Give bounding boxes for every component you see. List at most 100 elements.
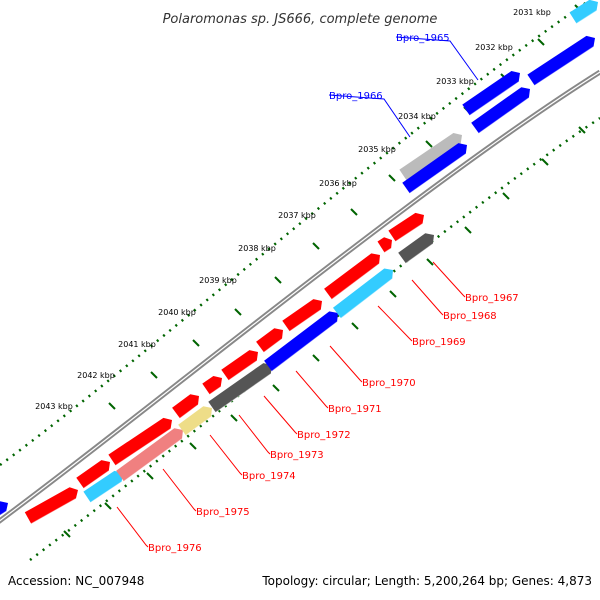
gene-feature — [333, 268, 393, 319]
leader-line — [328, 94, 411, 138]
gene-feature — [388, 212, 424, 242]
major-tick — [108, 402, 116, 410]
gene-feature — [0, 501, 8, 516]
gene-feature — [324, 253, 380, 300]
gene-label-bpro_1974: Bpro_1974 — [242, 471, 296, 482]
inner-major-tick — [63, 530, 71, 538]
gene-feature-highlight — [209, 386, 222, 395]
gene-feature-highlight — [185, 416, 212, 436]
gene-feature — [202, 376, 222, 395]
leader-line — [295, 370, 329, 409]
leader-line — [329, 345, 363, 383]
gene-feature-highlight — [331, 263, 380, 300]
inner-major-tick — [104, 502, 112, 510]
major-tick — [192, 339, 200, 347]
leader-line — [209, 434, 243, 476]
tick-label: 2043 kbp — [35, 402, 73, 411]
tick-label: 2042 kbp — [77, 371, 115, 380]
inner-major-tick — [541, 158, 549, 166]
gene-feature-highlight — [228, 360, 258, 381]
inner-major-tick — [464, 226, 472, 234]
gene-feature-highlight — [123, 438, 183, 482]
tick-label: 2037 kbp — [278, 211, 316, 220]
gene-feature-highlight — [263, 338, 283, 353]
gene-label-bpro_1968: Bpro_1968 — [443, 311, 497, 322]
tick-label: 2041 kbp — [118, 340, 156, 349]
tick-label: 2040 kbp — [158, 308, 196, 317]
major-tick — [234, 308, 242, 316]
gene-label-bpro_1975: Bpro_1975 — [196, 507, 250, 518]
inner-major-tick — [502, 192, 510, 200]
gene-feature — [108, 417, 172, 466]
leader-line — [432, 261, 466, 298]
gene-feature — [76, 460, 110, 489]
gene-feature-highlight — [271, 321, 338, 372]
accession-text: Accession: NC_007948 — [8, 574, 145, 588]
inner-major-tick — [312, 354, 320, 362]
gene-feature-highlight — [90, 481, 122, 503]
gene-feature-highlight — [215, 373, 272, 413]
inner-major-tick — [578, 126, 586, 134]
major-tick — [425, 140, 433, 148]
gene-feature — [178, 406, 212, 436]
gene-feature — [282, 299, 322, 332]
gene-label-bpro_1967: Bpro_1967 — [465, 293, 519, 304]
gene-feature — [24, 487, 78, 524]
tick-label: 2038 kbp — [238, 244, 276, 253]
leader-line — [116, 506, 149, 548]
tick-label: 2036 kbp — [319, 179, 357, 188]
leader-line — [238, 414, 271, 455]
gene-feature — [398, 233, 434, 264]
backbone-layer — [0, 69, 600, 524]
gene-feature — [471, 87, 530, 134]
gene-feature — [264, 311, 338, 372]
gene-feature — [83, 470, 123, 503]
gene-feature-highlight — [395, 223, 423, 242]
inner-major-tick — [426, 258, 434, 266]
leader-line — [377, 305, 413, 342]
gene-feature-highlight — [469, 81, 520, 116]
tick-label: 2039 kbp — [199, 276, 237, 285]
gene-feature — [377, 237, 392, 253]
inner-major-tick — [389, 290, 397, 298]
gene-feature — [116, 428, 183, 482]
leader-line — [411, 279, 444, 316]
gene-feature-highlight — [179, 404, 199, 419]
tick-label: 2031 kbp — [513, 8, 551, 17]
inner-major-tick — [230, 414, 238, 422]
gene-feature-highlight — [384, 247, 392, 253]
backbone-highlight — [0, 71, 600, 522]
gene-feature-highlight — [30, 498, 77, 525]
gene-label-bpro_1966: Bpro_1966 — [329, 91, 383, 102]
gene-feature — [208, 363, 272, 413]
major-tick — [350, 208, 358, 216]
major-tick — [388, 174, 396, 182]
gene-label-bpro_1972: Bpro_1972 — [297, 430, 351, 441]
gene-feature — [402, 143, 467, 194]
gene-feature-highlight — [405, 243, 434, 264]
tick-label: 2034 kbp — [398, 112, 436, 121]
feature-layer — [0, 0, 598, 525]
gene-feature-highlight — [340, 278, 393, 319]
gene-label-bpro_1969: Bpro_1969 — [412, 337, 466, 348]
gene-feature — [172, 394, 199, 419]
gene-label-bpro_1965: Bpro_1965 — [396, 33, 450, 44]
gene-feature-highlight — [409, 153, 467, 194]
tick-layer: 2031 kbp 2032 kbp 2033 kbp 2034 kbp 2035 kbp… — [0, 0, 600, 561]
gene-feature — [221, 350, 258, 381]
gene-feature — [462, 71, 520, 116]
gene-feature-highlight — [0, 510, 7, 516]
inner-major-tick — [272, 384, 280, 392]
gene-label-bpro_1973: Bpro_1973 — [270, 450, 324, 461]
major-tick — [312, 242, 320, 250]
leader-line — [395, 36, 479, 81]
genome-summary-text: Topology: circular; Length: 5,200,264 bp… — [262, 574, 592, 588]
map-title: Polaromonas sp. JS666, complete genome — [163, 12, 438, 27]
gene-label-layer: Bpro_1965 Bpro_1966 Bpro_1967 Bpro_1968 Bpro… — [148, 33, 519, 554]
gene-feature-highlight — [83, 470, 110, 489]
gene-feature — [569, 0, 598, 24]
gene-feature — [399, 133, 462, 181]
major-tick — [537, 38, 545, 46]
leader-line — [162, 468, 197, 512]
